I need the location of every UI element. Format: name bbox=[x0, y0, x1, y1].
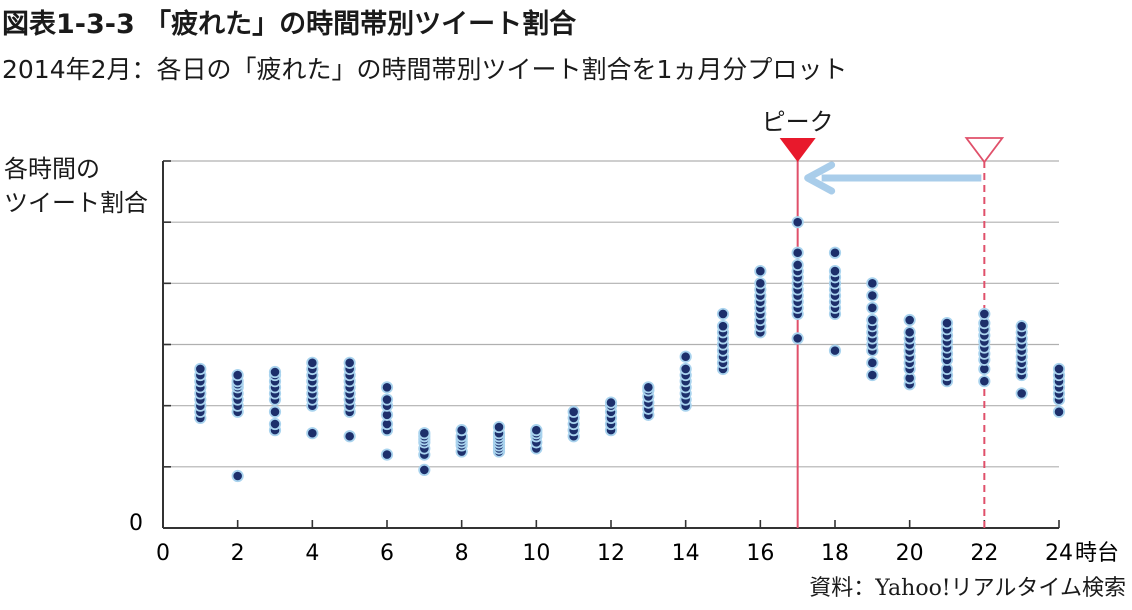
data-point bbox=[754, 264, 767, 278]
x-tick-label: 4 bbox=[305, 541, 319, 566]
data-point bbox=[978, 375, 991, 388]
x-tick-label: 18 bbox=[821, 541, 849, 566]
x-tick-label: 22 bbox=[970, 541, 998, 566]
axes: 0 bbox=[129, 160, 1060, 536]
y-axis-label-line-1: 各時間の bbox=[4, 155, 100, 183]
x-tick-label: 20 bbox=[896, 541, 924, 566]
x-tick-label: 16 bbox=[746, 541, 774, 566]
x-tick-label: 6 bbox=[380, 541, 394, 566]
data-point bbox=[903, 313, 916, 327]
data-point bbox=[791, 246, 804, 259]
x-tick-labels: 0 2 4 6 8 10 12 14 16 18 20 22 24 時台 bbox=[156, 541, 1119, 566]
data-point bbox=[343, 430, 356, 443]
data-point bbox=[940, 316, 954, 330]
data-points bbox=[194, 216, 1066, 483]
peak-label: ピーク bbox=[762, 108, 834, 136]
x-tick-label: 12 bbox=[597, 541, 625, 566]
data-point bbox=[1015, 387, 1028, 400]
data-point bbox=[828, 344, 842, 357]
data-point bbox=[343, 356, 356, 369]
data-point bbox=[791, 216, 804, 229]
x-tick-label: 0 bbox=[156, 541, 170, 566]
data-point bbox=[380, 393, 394, 406]
data-point bbox=[716, 307, 730, 321]
data-point bbox=[231, 368, 244, 382]
y-axis-label: 各時間の ツイート割合 bbox=[4, 152, 148, 220]
data-point bbox=[866, 277, 879, 290]
data-point bbox=[866, 313, 879, 327]
data-point bbox=[866, 368, 879, 382]
data-point bbox=[268, 405, 282, 418]
y-tick-label: 0 bbox=[129, 511, 143, 536]
x-tick-label: 10 bbox=[522, 541, 550, 566]
data-point bbox=[716, 320, 730, 333]
data-point bbox=[1052, 405, 1066, 418]
data-point bbox=[268, 417, 282, 431]
data-point bbox=[1015, 320, 1028, 333]
data-point bbox=[978, 307, 991, 321]
data-point bbox=[306, 356, 319, 369]
y-axis-label-line-2: ツイート割合 bbox=[4, 189, 148, 217]
data-point bbox=[231, 469, 244, 483]
data-point bbox=[492, 420, 506, 434]
data-point bbox=[567, 405, 580, 418]
x-tick-label: 14 bbox=[672, 541, 700, 566]
data-point bbox=[866, 356, 879, 369]
x-tick-label: 2 bbox=[231, 541, 245, 566]
x-tick-label: 8 bbox=[455, 541, 469, 566]
data-point bbox=[418, 427, 431, 440]
data-point bbox=[791, 258, 804, 272]
data-point bbox=[679, 350, 692, 363]
x-axis-label: 時台 bbox=[1075, 541, 1119, 566]
data-point bbox=[828, 246, 842, 259]
chart-title: 図表1-3-3 「疲れた」の時間帯別ツイート割合 bbox=[2, 9, 577, 40]
data-point bbox=[642, 381, 655, 394]
data-point bbox=[866, 301, 879, 314]
data-point bbox=[380, 448, 394, 461]
data-point bbox=[791, 332, 804, 345]
data-point bbox=[530, 424, 543, 437]
data-point bbox=[194, 362, 207, 376]
data-point bbox=[455, 424, 468, 437]
data-point bbox=[828, 264, 842, 278]
data-point bbox=[903, 326, 916, 339]
data-point bbox=[418, 463, 431, 476]
source-note: 資料：Yahoo!リアルタイム検索 bbox=[809, 576, 1126, 601]
data-point bbox=[268, 365, 282, 379]
peak-marker bbox=[779, 138, 816, 162]
x-tick-label: 24 bbox=[1045, 541, 1073, 566]
data-point bbox=[866, 289, 879, 302]
data-point bbox=[306, 427, 319, 440]
chart-subtitle: 2014年2月：各日の「疲れた」の時間帯別ツイート割合を1ヵ月分プロット bbox=[2, 55, 848, 84]
data-point bbox=[380, 381, 394, 394]
data-point bbox=[679, 362, 692, 376]
data-point bbox=[604, 396, 618, 409]
reference-marker bbox=[964, 137, 1005, 164]
data-point bbox=[1052, 362, 1066, 376]
data-point bbox=[754, 277, 767, 290]
arrow-head bbox=[804, 161, 836, 195]
